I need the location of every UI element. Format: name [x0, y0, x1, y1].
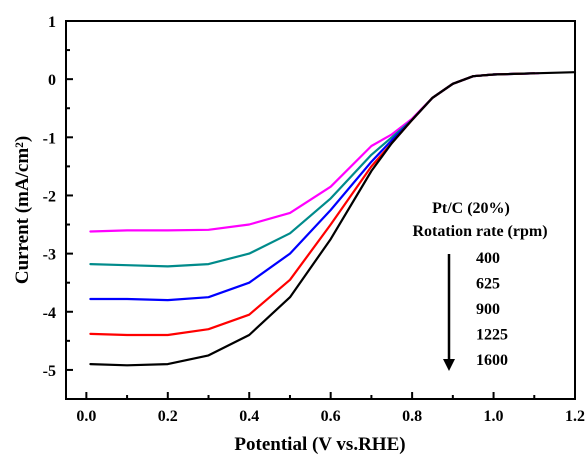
legend: Pt/C (20%) Rotation rate (rpm) 400 625 900… — [412, 200, 548, 371]
x-axis-ticks: 0.0 0.2 0.4 0.6 0.8 1.0 1.2 — [76, 392, 585, 425]
x-tick-label: 0.6 — [321, 408, 341, 425]
x-tick-label: 0.8 — [402, 408, 422, 425]
legend-title-line1: Pt/C (20%) — [432, 200, 510, 217]
legend-entry: 900 — [476, 301, 500, 318]
legend-entry: 625 — [476, 276, 500, 293]
x-tick-label: 1.0 — [484, 408, 504, 425]
y-axis-ticks: 1 0 -1 -2 -3 -4 -5 — [43, 14, 73, 380]
legend-entries: 400 625 900 1225 1600 — [476, 250, 508, 369]
series-line-1600 — [89, 71, 577, 367]
legend-title-line2: Rotation rate (rpm) — [412, 223, 547, 240]
legend-arrow-head — [443, 359, 455, 371]
plot-frame — [65, 20, 576, 400]
y-tick-label: -5 — [43, 363, 56, 380]
y-tick-label: -4 — [43, 305, 56, 322]
y-tick-label: 0 — [48, 72, 56, 89]
y-tick-label: -1 — [43, 130, 56, 147]
x-tick-label: 0.2 — [158, 408, 178, 425]
legend-entry: 400 — [476, 250, 500, 267]
x-tick-label: 0.0 — [76, 408, 96, 425]
y-axis-title: Current (mA/cm²) — [12, 136, 33, 284]
y-tick-label: -2 — [43, 188, 56, 205]
x-tick-label: 0.4 — [239, 408, 259, 425]
x-tick-label: 1.2 — [565, 408, 585, 425]
legend-entry: 1600 — [476, 352, 508, 369]
x-axis-title: Potential (V vs.RHE) — [234, 434, 405, 455]
legend-entry: 1225 — [476, 327, 508, 344]
y-tick-label: -3 — [43, 247, 56, 264]
series-layer — [89, 71, 577, 367]
y-tick-label: 1 — [48, 14, 56, 31]
